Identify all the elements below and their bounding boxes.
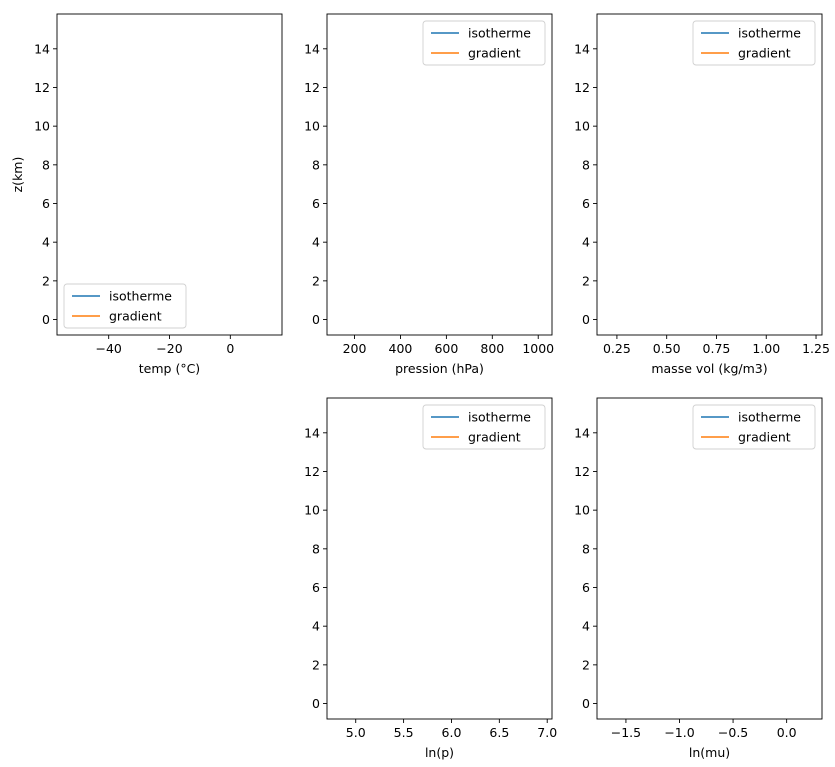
x-tick-label: 0.0: [777, 725, 797, 740]
y-axis-label: z(km): [10, 157, 25, 193]
x-tick-label: 600: [434, 341, 458, 356]
y-tick-label: 4: [312, 619, 320, 634]
axes-frame: [596, 397, 823, 720]
x-tick-label: 800: [480, 341, 504, 356]
legend-box: [422, 20, 546, 66]
legend-box: [692, 404, 816, 450]
y-tick-label: 8: [582, 541, 590, 556]
y-tick-label: 0: [582, 312, 590, 327]
y-tick-label: 0: [312, 696, 320, 711]
legend-box: [422, 404, 546, 450]
y-tick-label: 6: [312, 580, 320, 595]
legend-label-gradient: gradient: [468, 430, 521, 445]
subplot-3: 0.25 0.50 0.75 1.00 1.25 0 2 4 6 8 10 12 14 masse vol…: [574, 13, 830, 376]
axes-frame: [596, 13, 823, 336]
y-tick-label: 4: [582, 619, 590, 634]
y-tick-label: 10: [574, 503, 590, 518]
y-tick-label: 12: [304, 80, 320, 95]
x-tick-label: 400: [389, 341, 413, 356]
y-tick-label: 6: [582, 196, 590, 211]
y-tick-label: 2: [582, 273, 590, 288]
x-tick-label: 1.25: [802, 341, 830, 356]
y-tick-label: 2: [42, 273, 50, 288]
subplot-4: 5.0 5.5 6.0 6.5 7.0 0 2 4 6 8 10 12 14 ln(p) isotherme…: [304, 397, 557, 760]
y-tick-label: 8: [582, 157, 590, 172]
axes-frame: [326, 13, 553, 336]
y-tick-label: 6: [42, 196, 50, 211]
y-tick-label: 10: [304, 119, 320, 134]
y-tick-label: 2: [582, 657, 590, 672]
y-tick-label: 2: [312, 657, 320, 672]
subplot-5: −1.5 −1.0 −0.5 0.0 0 2 4 6 8 10 12 14 ln(mu) isotherm…: [574, 397, 823, 760]
y-tick-label: 2: [312, 273, 320, 288]
x-tick-label: 6.5: [489, 725, 509, 740]
legend-box: [692, 20, 816, 66]
legend-label-isotherme: isotherme: [468, 410, 531, 425]
subplot-1: −40 −20 0 0 2 4 6 8 10 12 14 temp (°C) z(km) isotherm…: [10, 13, 283, 376]
x-tick-label: 5.5: [394, 725, 414, 740]
x-tick-label: 200: [343, 341, 367, 356]
x-tick-label: 0.25: [603, 341, 631, 356]
y-tick-label: 4: [582, 235, 590, 250]
y-tick-label: 8: [312, 157, 320, 172]
y-tick-label: 14: [304, 41, 320, 56]
legend: isotherme gradient: [422, 20, 546, 66]
x-tick-label: 1000: [522, 341, 554, 356]
x-tick-label: 1.00: [752, 341, 780, 356]
subplot-2: 200 400 600 800 1000 0 2 4 6 8 10 12 14 pression (hPa…: [304, 13, 554, 376]
legend: isotherme gradient: [692, 404, 816, 450]
y-tick-label: 12: [574, 80, 590, 95]
x-axis-label: ln(mu): [689, 745, 730, 760]
legend-label-gradient: gradient: [468, 46, 521, 61]
legend-label-gradient: gradient: [738, 430, 791, 445]
x-tick-label: −1.5: [611, 725, 641, 740]
x-tick-label: 0: [226, 341, 234, 356]
y-tick-label: 14: [34, 41, 50, 56]
x-tick-label: −20: [156, 341, 182, 356]
y-tick-label: 12: [34, 80, 50, 95]
legend: isotherme gradient: [422, 404, 546, 450]
x-tick-label: −1.0: [664, 725, 694, 740]
x-tick-label: 6.0: [442, 725, 462, 740]
legend-label-isotherme: isotherme: [738, 26, 801, 41]
legend-label-isotherme: isotherme: [109, 289, 172, 304]
x-axis-label: masse vol (kg/m3): [651, 361, 767, 376]
y-tick-label: 4: [312, 235, 320, 250]
y-tick-label: 6: [312, 196, 320, 211]
x-tick-label: 0.50: [653, 341, 681, 356]
y-tick-label: 12: [304, 464, 320, 479]
legend-label-isotherme: isotherme: [738, 410, 801, 425]
x-axis-label: pression (hPa): [395, 361, 484, 376]
legend-box: [63, 283, 187, 329]
x-tick-label: 5.0: [346, 725, 366, 740]
axes-frame: [326, 397, 553, 720]
x-tick-label: 7.0: [537, 725, 557, 740]
legend-label-gradient: gradient: [109, 309, 162, 324]
y-tick-label: 10: [304, 503, 320, 518]
legend: isotherme gradient: [692, 20, 816, 66]
y-tick-label: 0: [582, 696, 590, 711]
y-tick-label: 4: [42, 235, 50, 250]
legend: isotherme gradient: [63, 283, 187, 329]
y-tick-label: 14: [574, 425, 590, 440]
legend-label-gradient: gradient: [738, 46, 791, 61]
x-axis-label: temp (°C): [139, 361, 200, 376]
y-tick-label: 10: [574, 119, 590, 134]
x-tick-label: −40: [95, 341, 121, 356]
y-tick-label: 6: [582, 580, 590, 595]
x-tick-label: 0.75: [703, 341, 731, 356]
y-tick-label: 0: [42, 312, 50, 327]
y-tick-label: 10: [34, 119, 50, 134]
y-tick-label: 0: [312, 312, 320, 327]
y-tick-label: 14: [304, 425, 320, 440]
y-tick-label: 12: [574, 464, 590, 479]
legend-label-isotherme: isotherme: [468, 26, 531, 41]
x-tick-label: −0.5: [718, 725, 748, 740]
y-tick-label: 8: [42, 157, 50, 172]
y-tick-label: 14: [574, 41, 590, 56]
y-tick-label: 8: [312, 541, 320, 556]
x-axis-label: ln(p): [425, 745, 454, 760]
